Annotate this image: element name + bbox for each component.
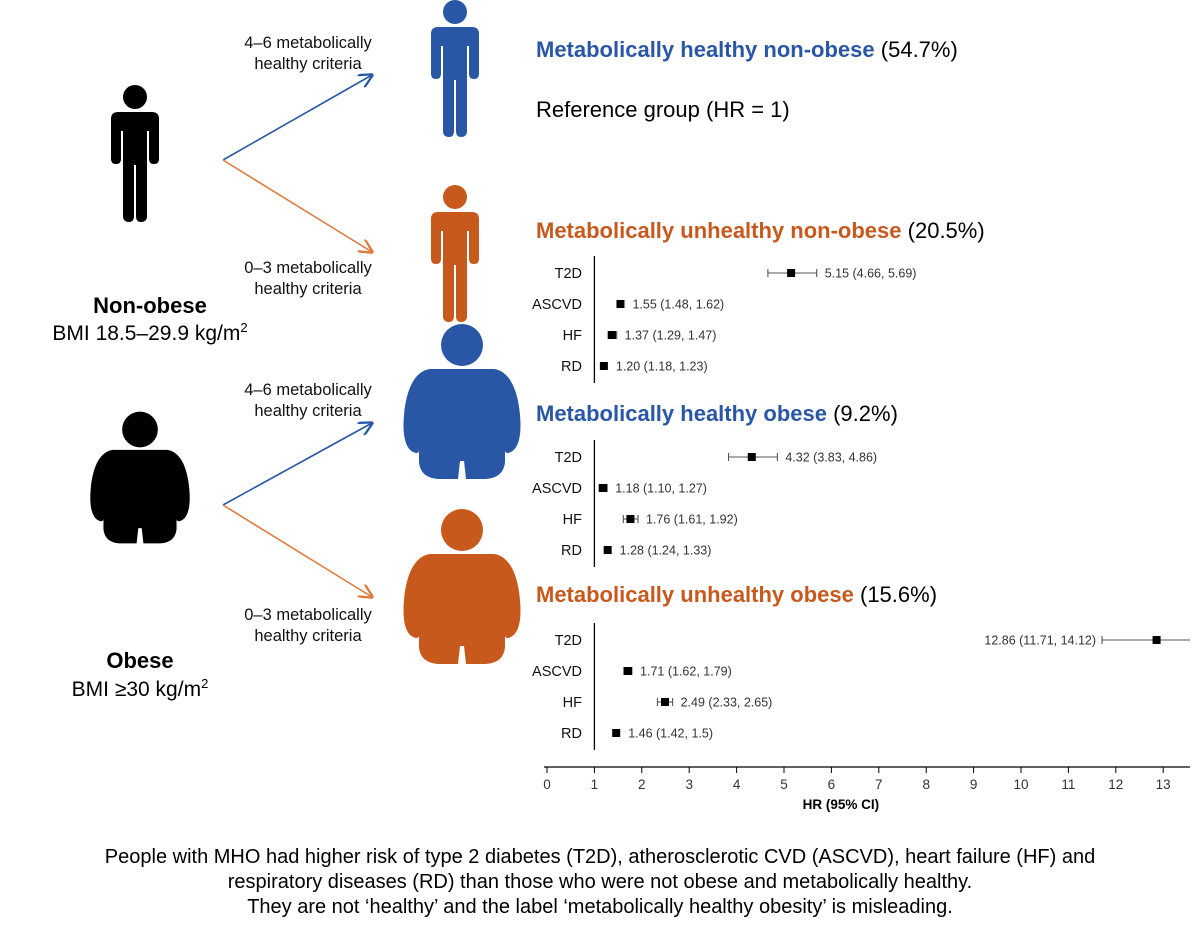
arrow-nonobese-unhealthy: [222, 159, 372, 252]
hr-value-label: 1.28 (1.24, 1.33): [620, 544, 712, 558]
arrow-nonobese-healthy: [222, 75, 372, 161]
x-tick-label: 3: [685, 777, 693, 792]
x-tick-label: 11: [1061, 777, 1075, 792]
x-tick-label: 5: [780, 777, 788, 792]
hr-point: [787, 269, 796, 277]
outcome-label: RD: [561, 726, 582, 742]
group-title-healthy-obese: Metabolically healthy obese (9.2%): [536, 401, 898, 426]
x-axis-label: HR (95% CI): [803, 797, 880, 812]
outcome-label: HF: [563, 328, 582, 344]
arrow-obese-unhealthy: [222, 504, 372, 597]
hr-value-label: 5.15 (4.66, 5.69): [825, 267, 917, 281]
caption-line-3: They are not ‘healthy’ and the label ‘me…: [247, 896, 953, 918]
x-tick-label: 9: [970, 777, 978, 792]
criteria-label-unhealthy-obese: 0–3 metabolically healthy criteria: [244, 606, 372, 645]
hr-value-label: 1.37 (1.29, 1.47): [625, 329, 717, 343]
x-tick-label: 13: [1156, 777, 1171, 792]
nonobese-bmi: BMI 18.5–29.9 kg/m2: [52, 320, 248, 345]
hr-point: [598, 484, 607, 492]
group-title-unhealthy-obese: Metabolically unhealthy obese (15.6%): [536, 582, 938, 607]
group-title-healthy-nonobese: Metabolically healthy non-obese (54.7%): [536, 37, 958, 62]
x-tick-label: 7: [875, 777, 883, 792]
x-tick-label: 12: [1108, 777, 1123, 792]
outcome-label: HF: [563, 695, 582, 711]
hr-value-label: 1.18 (1.10, 1.27): [615, 482, 707, 496]
criteria-label-healthy-nonobese: 4–6 metabolically healthy criteria: [244, 34, 372, 73]
caption: People with MHO had higher risk of type …: [0, 845, 1200, 920]
hr-point: [616, 300, 625, 308]
outcome-label: ASCVD: [532, 297, 582, 313]
hr-value-label: 1.20 (1.18, 1.23): [616, 360, 708, 374]
hr-point: [626, 515, 635, 523]
outcome-label: HF: [563, 512, 582, 528]
hr-point: [599, 362, 608, 370]
x-tick-label: 8: [922, 777, 930, 792]
hr-point: [607, 331, 616, 339]
group-title-unhealthy-nonobese: Metabolically unhealthy non-obese (20.5%…: [536, 218, 985, 243]
criteria-label-healthy-obese: 4–6 metabolically healthy criteria: [244, 381, 372, 420]
x-tick-label: 1: [591, 777, 599, 792]
x-tick-label: 6: [828, 777, 836, 792]
reference-group-label: Reference group (HR = 1): [536, 97, 790, 122]
outcome-label: RD: [561, 359, 582, 375]
outcome-label: T2D: [555, 633, 582, 649]
obese-title: Obese: [106, 648, 174, 673]
hr-value-label: 1.55 (1.48, 1.62): [632, 298, 724, 312]
outcome-label: T2D: [555, 450, 582, 466]
hr-value-label: 1.76 (1.61, 1.92): [646, 513, 738, 527]
outcome-label: T2D: [555, 266, 582, 282]
hr-value-label: 1.46 (1.42, 1.5): [628, 727, 713, 741]
criteria-label-unhealthy-nonobese: 0–3 metabolically healthy criteria: [244, 259, 372, 298]
hr-point: [747, 453, 756, 461]
x-tick-label: 0: [543, 777, 551, 792]
outcome-label: ASCVD: [532, 664, 582, 680]
hr-value-label: 12.86 (11.71, 14.12): [984, 634, 1096, 648]
obese-bmi: BMI ≥30 kg/m2: [71, 676, 209, 701]
x-tick-label: 2: [638, 777, 646, 792]
hr-point: [624, 667, 633, 675]
hr-value-label: 4.32 (3.83, 4.86): [785, 451, 877, 465]
hr-value-label: 1.71 (1.62, 1.79): [640, 665, 732, 679]
x-tick-label: 10: [1013, 777, 1028, 792]
hr-value-label: 2.49 (2.33, 2.65): [681, 696, 773, 710]
hr-point: [1152, 636, 1161, 644]
nonobese-title: Non-obese: [93, 293, 207, 318]
hr-point: [603, 546, 612, 554]
hr-point: [661, 698, 670, 706]
outcome-label: ASCVD: [532, 481, 582, 497]
caption-line-1: People with MHO had higher risk of type …: [104, 846, 1096, 868]
outcome-label: RD: [561, 543, 582, 559]
hr-point: [612, 729, 621, 737]
x-tick-label: 4: [733, 777, 741, 792]
caption-line-2: respiratory diseases (RD) than those who…: [227, 871, 973, 893]
arrow-obese-healthy: [222, 423, 372, 506]
